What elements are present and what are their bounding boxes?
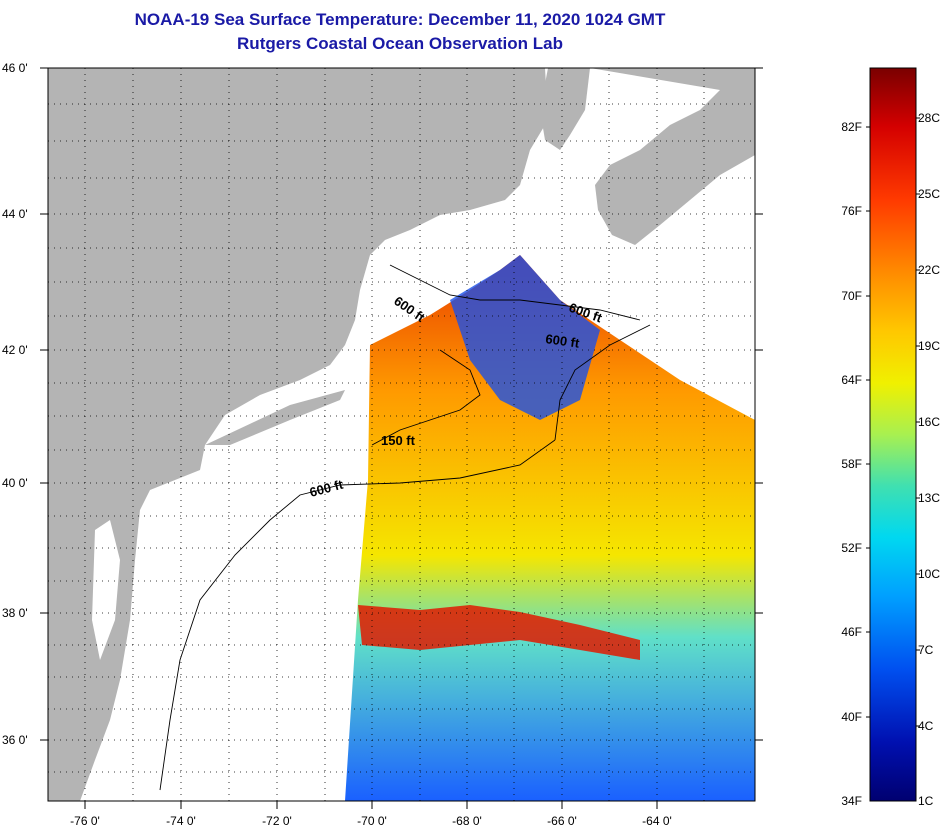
cb-f-70: 70F	[841, 289, 862, 303]
lon-label-76: -76 0'	[70, 814, 100, 828]
lon-label-72: -72 0'	[262, 814, 292, 828]
sst-swath	[345, 255, 755, 801]
lat-label-44: 44 0'	[2, 207, 28, 221]
cb-f-76: 76F	[841, 204, 862, 218]
lat-label-40: 40 0'	[2, 476, 28, 490]
land-mainland	[48, 68, 548, 801]
cb-c-7: 7C	[918, 643, 934, 657]
lon-label-66: -66 0'	[547, 814, 577, 828]
land-delmarva	[92, 520, 120, 660]
lat-label-36: 36 0'	[2, 733, 28, 747]
axis-ticks	[40, 67, 763, 809]
map-title: NOAA-19 Sea Surface Temperature: Decembe…	[134, 10, 666, 29]
lon-label-64: -64 0'	[642, 814, 672, 828]
lat-label-46: 46 0'	[2, 61, 28, 75]
depth-contours	[159, 264, 651, 791]
cb-c-19: 19C	[918, 339, 940, 353]
cb-f-82: 82F	[841, 120, 862, 134]
cb-c-1: 1C	[918, 794, 934, 808]
cb-f-52: 52F	[841, 541, 862, 555]
contour-label-150ft: 150 ft	[381, 433, 416, 448]
cb-f-58: 58F	[841, 457, 862, 471]
land-long-island	[205, 390, 345, 445]
map-frame	[47, 67, 756, 802]
lon-label-70: -70 0'	[357, 814, 387, 828]
colorbar	[869, 67, 917, 802]
contour-label-600ft-3: 600 ft	[545, 331, 581, 351]
lat-label-42: 42 0'	[2, 343, 28, 357]
cb-f-46: 46F	[841, 625, 862, 639]
gulf-stream-band	[358, 605, 640, 660]
cb-c-4: 4C	[918, 719, 934, 733]
colorbar-ticks	[866, 117, 920, 727]
cb-f-34: 34F	[841, 794, 862, 808]
lat-label-38: 38 0'	[2, 606, 28, 620]
cb-c-13: 13C	[918, 491, 940, 505]
lon-label-68: -68 0'	[452, 814, 482, 828]
lon-label-74: -74 0'	[166, 814, 196, 828]
cold-water-region	[450, 255, 600, 420]
graticule	[48, 68, 755, 801]
cb-f-64: 64F	[841, 373, 862, 387]
map-subtitle: Rutgers Coastal Ocean Observation Lab	[237, 34, 563, 53]
cb-c-25: 25C	[918, 187, 940, 201]
cb-c-22: 22C	[918, 263, 940, 277]
cb-c-16: 16C	[918, 415, 940, 429]
cb-c-28: 28C	[918, 111, 940, 125]
cb-f-40: 40F	[841, 710, 862, 724]
land-new-brunswick	[540, 68, 590, 150]
land-nova-scotia	[590, 68, 755, 245]
cb-c-10: 10C	[918, 567, 940, 581]
